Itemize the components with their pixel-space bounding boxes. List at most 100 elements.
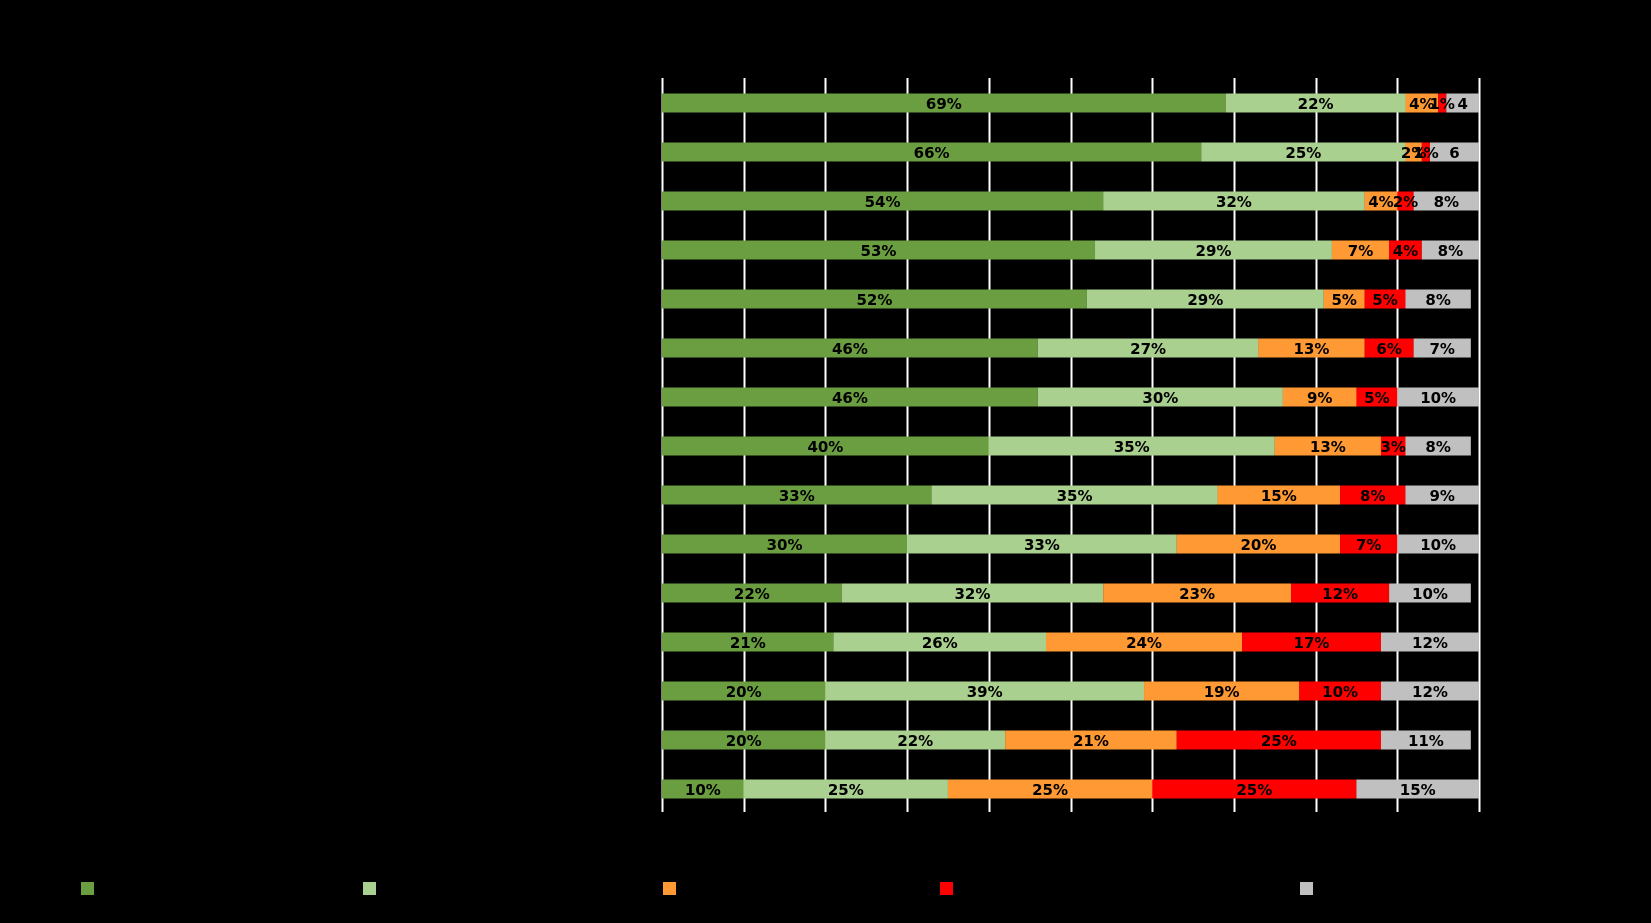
data-label: 25% — [1236, 781, 1272, 799]
data-label: 2% — [1401, 144, 1426, 162]
data-label: 12% — [1322, 585, 1358, 603]
bar-segment — [1397, 534, 1479, 554]
data-label: 3% — [1380, 438, 1405, 456]
bar-segment — [662, 240, 1096, 260]
data-label: 6% — [1376, 340, 1401, 358]
data-label: 22% — [1298, 95, 1334, 113]
data-label: 33% — [1024, 536, 1060, 554]
data-label: 4% — [1368, 193, 1393, 211]
data-label: 13% — [1310, 438, 1346, 456]
legend-swatch — [363, 882, 376, 895]
bar-segment — [841, 583, 1104, 603]
data-label: 12% — [1412, 634, 1448, 652]
data-label: 25% — [828, 781, 864, 799]
data-label: 46% — [832, 340, 868, 358]
bar-segment — [1103, 583, 1292, 603]
bar-segment — [1037, 338, 1259, 358]
data-label: 8% — [1425, 438, 1450, 456]
bar-segment — [825, 730, 1006, 750]
data-label: 8% — [1360, 487, 1385, 505]
data-label: 20% — [726, 732, 762, 750]
data-label: 21% — [1073, 732, 1109, 750]
data-label: 52% — [856, 291, 892, 309]
data-label: 39% — [967, 683, 1003, 701]
data-label: 4 — [1457, 95, 1467, 113]
bar-segment — [1331, 240, 1390, 260]
data-label: 40% — [807, 438, 843, 456]
data-label: 7% — [1356, 536, 1381, 554]
bar-segment — [662, 779, 744, 799]
bar-segment — [833, 632, 1046, 652]
bar-segment — [662, 583, 842, 603]
data-label: 10% — [1322, 683, 1358, 701]
data-label: 25% — [1261, 732, 1297, 750]
data-label: 6 — [1449, 144, 1459, 162]
bar-segment — [947, 779, 1153, 799]
data-label: 12% — [1412, 683, 1448, 701]
bar-segment — [1397, 387, 1479, 407]
data-label: 32% — [955, 585, 991, 603]
bar-segment — [1397, 191, 1414, 211]
bar-segment — [825, 681, 1145, 701]
bar-segment — [1274, 436, 1381, 456]
data-label: 11% — [1408, 732, 1444, 750]
bar-segment — [662, 93, 1226, 113]
bar-segment — [1291, 583, 1390, 603]
bar-segment — [1438, 93, 1447, 113]
bar-segment — [1405, 436, 1471, 456]
bar-segment — [1389, 240, 1422, 260]
bar-segment — [1364, 289, 1406, 309]
data-label: 10% — [1420, 389, 1456, 407]
data-label: 54% — [865, 193, 901, 211]
legend-swatch — [663, 882, 676, 895]
data-label: 26% — [922, 634, 958, 652]
data-label: 8% — [1425, 291, 1450, 309]
data-label: 29% — [1196, 242, 1232, 260]
bar-segment — [1340, 534, 1398, 554]
bar-segment — [931, 485, 1218, 505]
bar-segment — [1380, 632, 1479, 652]
bar-segment — [662, 534, 908, 554]
bar-segment — [662, 338, 1038, 358]
data-label: 15% — [1400, 781, 1436, 799]
data-label: 19% — [1204, 683, 1240, 701]
data-label: 2% — [1393, 193, 1418, 211]
data-label: 22% — [897, 732, 933, 750]
bar-segment — [743, 779, 948, 799]
data-label: 7% — [1430, 340, 1455, 358]
data-label: 1% — [1413, 144, 1438, 162]
legend — [81, 882, 1313, 895]
bar-segment — [662, 289, 1087, 309]
bar-segment — [1037, 387, 1283, 407]
bar-segment — [662, 436, 989, 456]
bar-segment — [1340, 485, 1406, 505]
data-label: 7% — [1348, 242, 1373, 260]
bar-segment — [1356, 387, 1398, 407]
bar-segment — [1045, 632, 1243, 652]
bar-segment — [1364, 338, 1414, 358]
bar-segment — [1380, 681, 1479, 701]
data-label: 33% — [779, 487, 815, 505]
bar-segment — [1258, 338, 1365, 358]
data-label: 27% — [1130, 340, 1166, 358]
data-label: 4% — [1393, 242, 1418, 260]
bar-segment — [1144, 681, 1300, 701]
data-label: 10% — [1420, 536, 1456, 554]
data-label: 35% — [1057, 487, 1093, 505]
bar-segment — [1356, 779, 1479, 799]
data-label: 8% — [1434, 193, 1459, 211]
data-label: 20% — [1240, 536, 1276, 554]
bar-segment — [1380, 436, 1406, 456]
data-label: 30% — [1142, 389, 1178, 407]
data-label: 66% — [914, 144, 950, 162]
data-label: 5% — [1331, 291, 1356, 309]
bar-segment — [1095, 240, 1332, 260]
data-label: 29% — [1187, 291, 1223, 309]
bar-segment — [662, 191, 1104, 211]
data-label: 35% — [1114, 438, 1150, 456]
data-label: 24% — [1126, 634, 1162, 652]
bars — [662, 93, 1479, 799]
bar-segment — [1176, 534, 1341, 554]
